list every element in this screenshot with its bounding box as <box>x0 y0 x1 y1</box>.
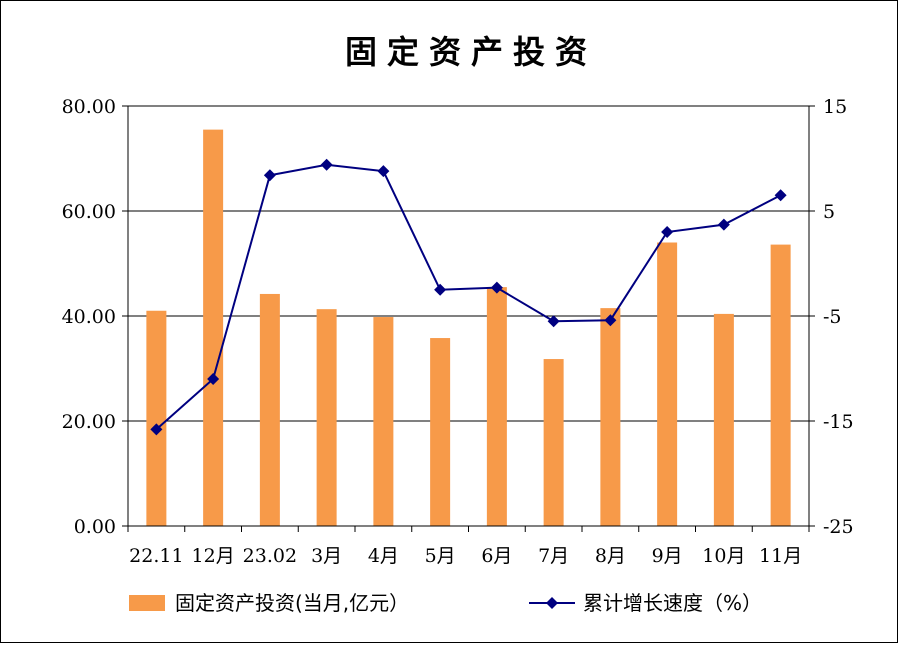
line-series <box>150 158 787 436</box>
x-tick-label: 6月 <box>481 545 512 567</box>
line-point <box>377 165 390 178</box>
x-tick-label: 10月 <box>702 545 745 567</box>
y-left-tick-label: 40.00 <box>62 306 116 328</box>
legend-marker <box>546 597 558 609</box>
bar-series <box>146 129 791 526</box>
bar <box>543 359 564 526</box>
y-right-tick-label: 15 <box>823 96 847 118</box>
grid-lines <box>128 210 809 422</box>
y-left-tick-label: 0.00 <box>74 516 116 538</box>
x-tick-label: 8月 <box>595 545 626 567</box>
legend-label-bars: 固定资产投资(当月,亿元） <box>175 591 409 615</box>
bar <box>203 129 224 526</box>
x-tick-label: 5月 <box>425 545 456 567</box>
line-point <box>774 189 787 202</box>
line-point <box>320 158 333 171</box>
line-point <box>207 373 220 385</box>
legend-label-line: 累计增长速度（%） <box>583 591 762 615</box>
x-tick-label: 9月 <box>652 545 683 567</box>
line-point <box>547 315 560 328</box>
x-tick-label: 22.11 <box>129 545 183 567</box>
x-tick-label: 3月 <box>311 545 342 567</box>
tick-labels: 0.00 20.00 40.00 60.00 80.00 -25 -15 -5 5 15 22.11… <box>62 96 854 567</box>
bar <box>316 309 337 526</box>
bar <box>259 293 280 526</box>
y-left-tick-label: 80.00 <box>62 96 116 118</box>
x-tick-label: 4月 <box>368 545 399 567</box>
bar <box>713 313 734 526</box>
bar <box>600 308 621 526</box>
chart-title: 固定资产投资 <box>345 33 597 71</box>
bar <box>373 317 394 526</box>
y-left-tick-label: 20.00 <box>62 411 116 433</box>
line-point <box>263 169 276 182</box>
y-left-tick-label: 60.00 <box>62 201 116 223</box>
line-point <box>150 423 163 436</box>
line-point <box>604 314 617 327</box>
line-point <box>434 283 447 296</box>
y-right-tick-label: -5 <box>823 306 842 328</box>
legend-swatch-bars <box>129 595 165 611</box>
legend: 固定资产投资(当月,亿元） 累计增长速度（%） <box>129 591 762 615</box>
bar <box>657 242 678 526</box>
x-tick-label: 11月 <box>759 545 802 567</box>
bar <box>430 338 451 526</box>
bar <box>486 287 507 526</box>
bar <box>770 244 791 526</box>
x-tick-label: 7月 <box>538 545 569 567</box>
axes <box>122 105 815 532</box>
line-point <box>661 226 674 238</box>
y-right-tick-label: 5 <box>823 201 835 223</box>
y-right-tick-label: -25 <box>823 516 854 538</box>
growth-line <box>155 163 782 431</box>
line-point <box>717 218 730 231</box>
x-tick-label: 23.02 <box>243 545 297 567</box>
x-tick-label: 12月 <box>192 545 235 567</box>
line-point <box>490 281 503 294</box>
y-right-tick-label: -15 <box>823 411 854 433</box>
bar <box>146 310 167 526</box>
